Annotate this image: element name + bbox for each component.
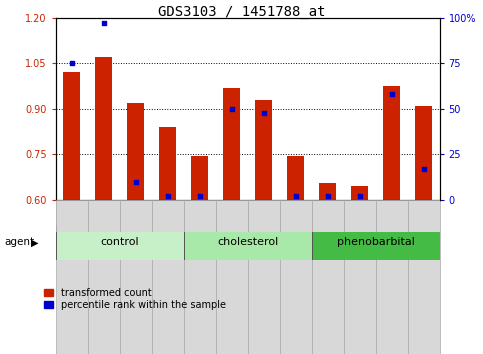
Bar [376,200,408,232]
Bar [376,200,408,354]
Point [227,106,235,112]
Point [355,194,363,199]
Bar [343,200,376,232]
Bar [215,200,248,232]
Bar [120,200,152,354]
Point [196,194,203,199]
Bar [87,200,120,232]
Point [420,166,427,172]
Bar [152,200,184,232]
Bar [223,87,241,200]
Bar [56,225,184,260]
Bar [280,200,312,354]
Text: phenobarbital: phenobarbital [337,238,414,247]
Bar [191,156,208,200]
Bar [184,200,215,354]
Text: ▶: ▶ [31,238,39,247]
Bar [312,200,343,354]
Text: cholesterol: cholesterol [217,238,278,247]
Bar [95,57,113,200]
Text: GDS3103 / 1451788_at: GDS3103 / 1451788_at [158,5,325,19]
Bar [280,200,312,232]
Bar [215,200,248,354]
Bar [319,183,336,200]
Bar [383,86,400,200]
Bar [184,200,215,232]
Point [388,91,396,97]
Bar [127,103,144,200]
Point [68,61,75,66]
Bar [248,200,280,232]
Bar [408,200,440,232]
Point [164,194,171,199]
Bar [87,200,120,354]
Bar [312,200,343,232]
Bar [415,106,432,200]
Point [99,20,107,26]
Bar [287,156,304,200]
Text: control: control [100,238,139,247]
Bar [159,127,176,200]
Bar [184,225,312,260]
Bar [351,186,369,200]
Point [292,194,299,199]
Point [260,110,268,115]
Bar [120,200,152,232]
Bar [56,200,87,232]
Point [132,179,140,185]
Bar [343,200,376,354]
Bar [248,200,280,354]
Text: agent: agent [5,238,35,247]
Bar [56,200,87,354]
Bar [312,225,440,260]
Legend: transformed count, percentile rank within the sample: transformed count, percentile rank withi… [43,288,226,310]
Bar [408,200,440,354]
Bar [255,100,272,200]
Point [324,194,331,199]
Bar [152,200,184,354]
Bar [63,72,80,200]
